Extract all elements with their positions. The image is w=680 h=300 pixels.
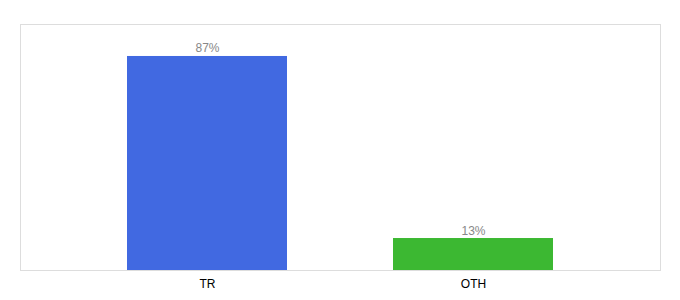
svg-text:TR: TR — [200, 277, 216, 291]
svg-text:13%: 13% — [461, 224, 485, 238]
svg-text:OTH: OTH — [461, 277, 486, 291]
svg-text:87%: 87% — [195, 41, 219, 55]
